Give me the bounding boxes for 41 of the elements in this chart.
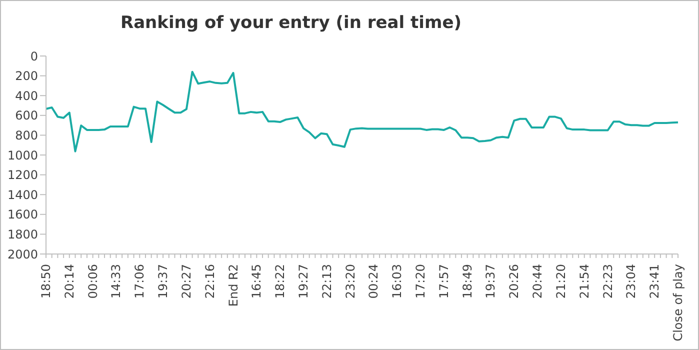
y-tick-label: 600 — [15, 108, 38, 123]
y-tick-label: 400 — [15, 88, 38, 103]
x-tick-label: 20:44 — [530, 264, 545, 299]
x-tick-label: End R2 — [226, 264, 240, 307]
y-tick-label: 2000 — [7, 247, 38, 262]
y-tick-label: 800 — [15, 128, 38, 142]
x-tick-label: 23:20 — [343, 264, 358, 299]
x-tick-label: 19:27 — [296, 264, 310, 299]
x-tick-label: 14:33 — [109, 264, 124, 299]
x-tick-label: 00:24 — [366, 264, 381, 299]
x-tick-label: 20:14 — [62, 264, 76, 299]
x-tick-label: 20:26 — [507, 264, 522, 299]
y-tick-label: 1000 — [7, 148, 38, 162]
x-tick-label: 19:37 — [484, 264, 498, 299]
x-tick-label: 22:23 — [600, 264, 615, 299]
x-tick-label: 00:06 — [86, 264, 100, 299]
x-tick-label: 17:20 — [414, 264, 428, 299]
y-tick-label: 200 — [15, 69, 38, 84]
y-tick-label: 0 — [30, 49, 38, 64]
x-tick-label: 21:54 — [577, 264, 592, 299]
line-series — [45, 70, 679, 152]
y-tick-label: 1800 — [7, 227, 38, 242]
chart-title: Ranking of your entry (in real time) — [119, 13, 462, 33]
x-tick-label: 19:37 — [156, 264, 170, 299]
x-tick-label: 18:50 — [39, 264, 53, 299]
x-tick-label: 22:13 — [320, 264, 334, 299]
x-tick-label: 16:45 — [250, 264, 264, 299]
x-tick-label: 20:27 — [179, 264, 194, 299]
x-tick-label: 23:41 — [648, 264, 662, 299]
x-tick-label: 21:20 — [554, 264, 568, 299]
y-tick-label: 1600 — [7, 208, 38, 222]
x-tick-label: 16:03 — [390, 264, 404, 299]
x-tick-label: 18:49 — [460, 264, 474, 299]
x-tick-label: 22:16 — [202, 264, 217, 299]
x-tick-label: 23:04 — [624, 264, 638, 299]
x-tick-label: 17:57 — [436, 264, 451, 299]
x-tick-label: 17:06 — [132, 264, 147, 299]
x-tick-label: Close of play — [671, 264, 685, 342]
y-tick-label: 1200 — [7, 168, 38, 182]
x-tick-label: 18:22 — [273, 264, 288, 299]
y-tick-label: 1400 — [7, 188, 38, 202]
